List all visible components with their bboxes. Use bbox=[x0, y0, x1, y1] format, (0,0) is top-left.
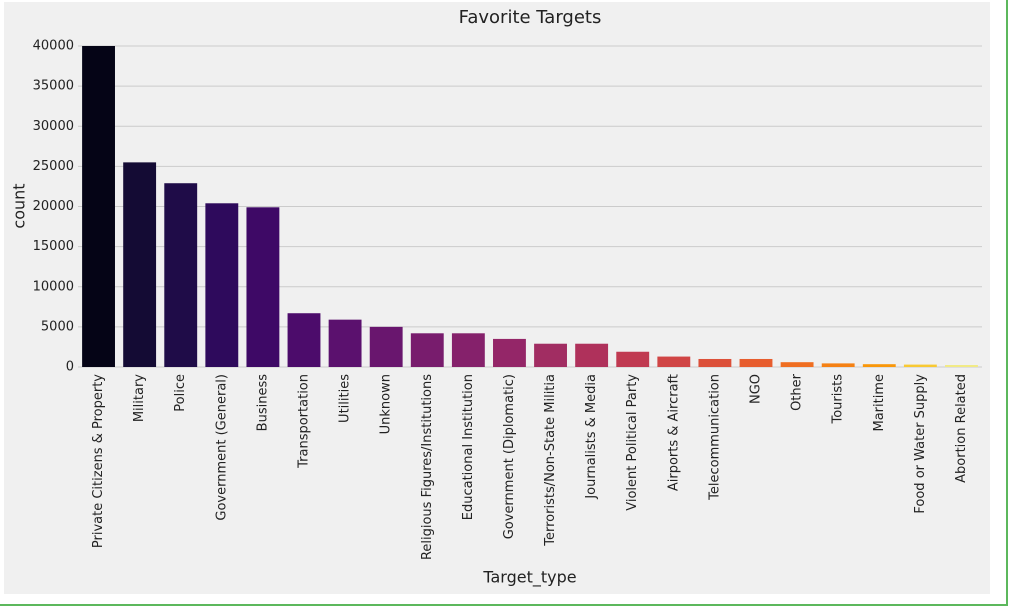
y-tick-label: 40000 bbox=[33, 39, 74, 54]
bar bbox=[575, 343, 609, 367]
x-tick-label: Transportation bbox=[297, 374, 312, 469]
x-tick-label: Unknown bbox=[379, 374, 394, 434]
y-tick-label: 15000 bbox=[33, 239, 74, 254]
bar bbox=[616, 351, 650, 367]
x-tick-label: Educational Institution bbox=[461, 374, 476, 520]
x-tick-label: NGO bbox=[749, 374, 764, 404]
x-tick-label: Tourists bbox=[831, 374, 846, 425]
x-tick-label: Military bbox=[132, 374, 147, 422]
bar bbox=[493, 338, 526, 367]
bar bbox=[369, 326, 403, 367]
x-tick-label: Violent Political Party bbox=[625, 374, 640, 511]
bar bbox=[780, 362, 814, 367]
y-tick-label: 5000 bbox=[41, 319, 74, 334]
x-tick-label: Utilities bbox=[338, 374, 353, 423]
x-tick-label: Airports & Aircraft bbox=[666, 374, 681, 491]
x-tick-label: Religious Figures/Institutions bbox=[420, 374, 435, 560]
y-tick-label: 30000 bbox=[33, 119, 74, 134]
x-tick-label: Business bbox=[255, 374, 270, 432]
bar bbox=[205, 203, 239, 367]
bar bbox=[534, 343, 567, 367]
bar bbox=[328, 319, 362, 367]
bar bbox=[123, 162, 157, 367]
x-tick-label: Other bbox=[790, 373, 805, 411]
bar bbox=[164, 183, 198, 367]
x-tick-label: Police bbox=[173, 374, 188, 412]
y-tick-label: 35000 bbox=[33, 79, 74, 94]
bar bbox=[410, 333, 444, 367]
x-tick-label: Private Citizens & Property bbox=[91, 374, 106, 548]
x-tick-label: Government (General) bbox=[214, 374, 229, 521]
bar bbox=[287, 313, 321, 367]
bar bbox=[945, 364, 978, 367]
bar bbox=[246, 207, 280, 367]
bar bbox=[657, 356, 691, 367]
x-tick-label: Abortion Related bbox=[954, 374, 969, 483]
y-tick-label: 25000 bbox=[33, 159, 74, 174]
x-axis-label: Target_type bbox=[482, 568, 576, 588]
chart-title: Favorite Targets bbox=[459, 7, 602, 28]
y-tick-label: 0 bbox=[66, 360, 74, 375]
x-tick-label: Food or Water Supply bbox=[913, 374, 928, 514]
x-tick-label: Telecommunication bbox=[707, 374, 722, 501]
x-tick-label: Journalists & Media bbox=[584, 374, 599, 500]
bar bbox=[739, 358, 773, 367]
y-axis-label: count bbox=[10, 183, 29, 228]
y-tick-label: 10000 bbox=[33, 279, 74, 294]
bar bbox=[451, 333, 485, 367]
bar bbox=[82, 46, 115, 367]
bar bbox=[821, 363, 855, 367]
bar bbox=[698, 358, 732, 367]
bar bbox=[862, 364, 896, 367]
x-tick-label: Terrorists/Non-State Militia bbox=[543, 374, 558, 547]
x-tick-label: Government (Diplomatic) bbox=[502, 374, 517, 539]
x-tick-label: Maritime bbox=[872, 374, 887, 432]
bar bbox=[903, 364, 937, 367]
y-tick-label: 20000 bbox=[33, 199, 74, 214]
